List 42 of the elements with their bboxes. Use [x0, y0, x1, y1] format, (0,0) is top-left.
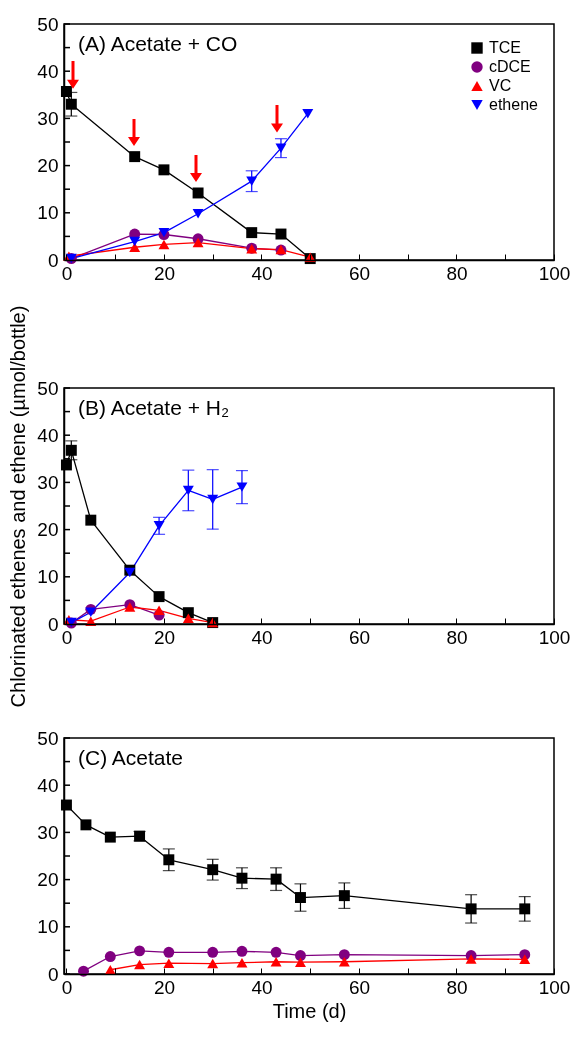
- y-tick-label: 30: [37, 471, 59, 493]
- y-tick-label: 30: [37, 821, 59, 843]
- y-tick-label: 40: [37, 774, 59, 796]
- legend-label: ethene: [489, 96, 539, 113]
- x-tick-label: 60: [348, 262, 371, 284]
- y-tick-label: 10: [37, 566, 59, 588]
- y-tick-label: 10: [37, 916, 59, 938]
- y-tick-label: 30: [37, 107, 59, 129]
- legend-label: VC: [489, 77, 512, 94]
- x-tick-label: 100: [538, 626, 571, 648]
- x-tick-label: 40: [251, 626, 273, 648]
- y-tick-label: 40: [37, 60, 59, 82]
- chart-title: (B) Acetate + H₂: [78, 396, 230, 419]
- x-tick-label: 40: [251, 262, 273, 284]
- x-tick-label: 0: [61, 976, 73, 998]
- x-tick-label: 100: [538, 262, 571, 284]
- x-tick-label: 0: [61, 626, 73, 648]
- y-tick-label: 50: [37, 13, 59, 35]
- x-tick-label: 20: [153, 626, 176, 648]
- x-tick-label: 60: [348, 626, 371, 648]
- y-tick-label: 10: [37, 202, 59, 224]
- y-tick-label: 50: [37, 727, 59, 749]
- legend-label: TCE: [489, 39, 521, 56]
- y-axis-title: Chlorinated ethenes and ethene (µmol/bottle): [7, 305, 30, 708]
- x-tick-label: 60: [348, 976, 371, 998]
- x-tick-label: 20: [153, 262, 176, 284]
- chart-title: (C) Acetate: [78, 746, 184, 769]
- y-tick-label: 20: [37, 155, 59, 177]
- legend-label: cDCE: [489, 58, 531, 75]
- x-tick-label: 80: [446, 976, 468, 998]
- x-axis-title: Time (d): [272, 999, 347, 1022]
- y-tick-label: 50: [37, 377, 59, 399]
- chart-title: (A) Acetate + CO: [78, 32, 238, 55]
- y-tick-label: 20: [37, 519, 59, 541]
- x-tick-label: 100: [538, 976, 571, 998]
- y-tick-label: 20: [37, 869, 59, 891]
- x-tick-label: 20: [153, 976, 176, 998]
- y-tick-label: 40: [37, 424, 59, 446]
- x-tick-label: 40: [251, 976, 273, 998]
- x-tick-label: 80: [446, 262, 468, 284]
- x-tick-label: 0: [61, 262, 73, 284]
- x-tick-label: 80: [446, 626, 468, 648]
